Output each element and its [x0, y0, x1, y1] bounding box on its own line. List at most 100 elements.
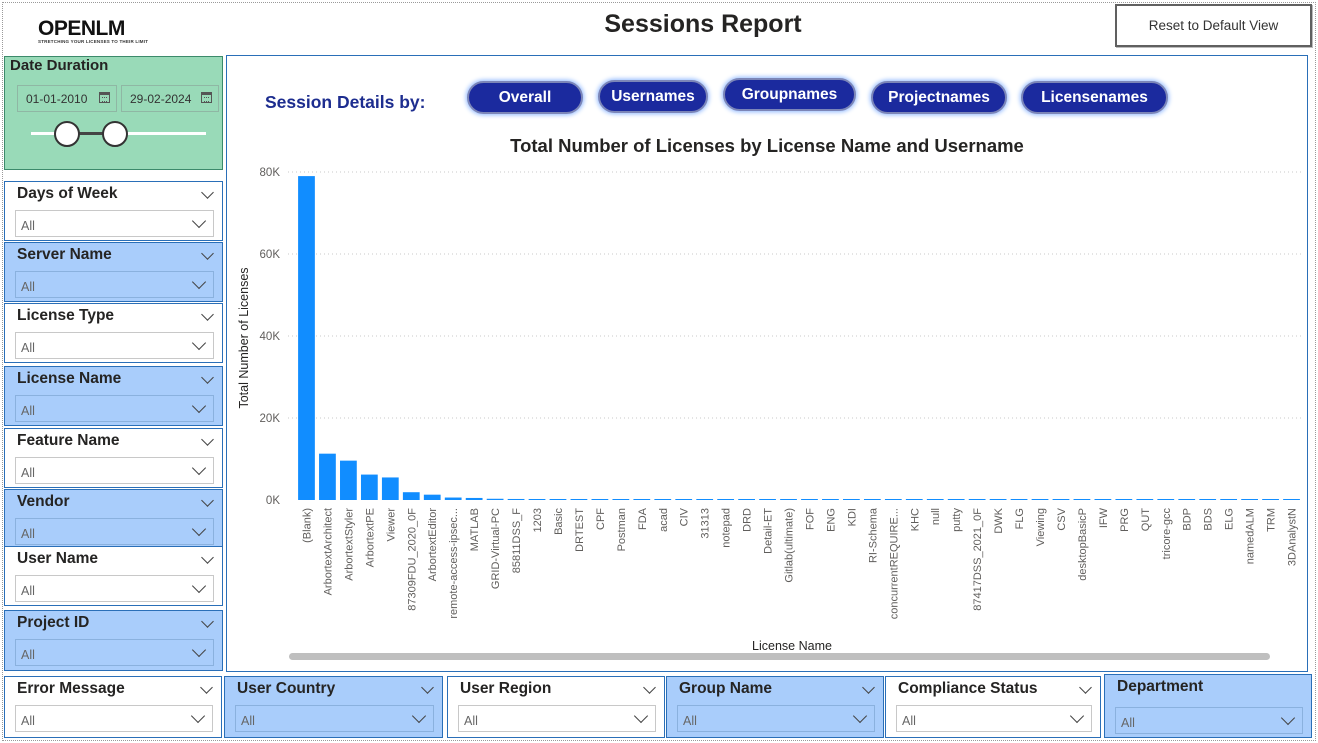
slicer-value: All: [21, 280, 35, 294]
x-tick-label: 87309FDU_2020_0F: [406, 508, 418, 611]
overall-button[interactable]: Overall: [467, 81, 583, 114]
chevron-down-icon[interactable]: [201, 308, 214, 321]
server-name-dropdown[interactable]: All: [15, 271, 214, 298]
x-axis-label: License Name: [752, 639, 832, 653]
date-slider-range: [67, 132, 115, 135]
chevron-down-icon[interactable]: [643, 681, 656, 694]
slicer-title: Group Name: [679, 680, 773, 697]
usernames-button[interactable]: Usernames: [598, 80, 708, 113]
licensenames-button[interactable]: Licensenames: [1021, 81, 1168, 114]
license-name-dropdown[interactable]: All: [15, 395, 214, 422]
x-tick-label: GRID-Virtual-PC: [490, 508, 502, 589]
vendor-slicer[interactable]: Vendor All: [4, 489, 223, 548]
x-tick-label: Detail-ET: [763, 508, 775, 554]
vendor-dropdown[interactable]: All: [15, 518, 214, 545]
start-date-input[interactable]: 01-01-2010: [17, 85, 117, 112]
license-name-slicer[interactable]: License Name All: [4, 366, 223, 426]
chevron-down-icon[interactable]: [190, 708, 206, 724]
feature-name-dropdown[interactable]: All: [15, 457, 214, 484]
feature-name-slicer[interactable]: Feature Name All: [4, 428, 223, 488]
chevron-down-icon[interactable]: [191, 398, 207, 414]
y-tick-label: 60K: [260, 249, 281, 261]
chevron-down-icon[interactable]: [201, 433, 214, 446]
x-tick-label: KHC: [909, 508, 921, 531]
x-tick-label: PRG: [1119, 508, 1131, 532]
chevron-down-icon[interactable]: [1079, 681, 1092, 694]
user-country-dropdown[interactable]: All: [235, 705, 434, 732]
department-dropdown[interactable]: All: [1115, 707, 1303, 734]
date-slider-end-handle[interactable]: [102, 121, 128, 147]
groupnames-button[interactable]: Groupnames: [723, 78, 856, 111]
x-tick-label: Gitlab(ultimate): [784, 508, 796, 583]
chevron-down-icon[interactable]: [201, 494, 214, 507]
projectnames-button[interactable]: Projectnames: [871, 81, 1007, 114]
chevron-down-icon[interactable]: [201, 186, 214, 199]
days-of-week-slicer[interactable]: Days of Week All: [4, 181, 223, 241]
bar: [1094, 499, 1112, 500]
bar: [801, 499, 818, 500]
user-name-slicer[interactable]: User Name All: [4, 546, 223, 606]
bar: [444, 497, 462, 500]
chevron-down-icon[interactable]: [200, 681, 213, 694]
chevron-down-icon[interactable]: [191, 213, 207, 229]
reset-default-view-button[interactable]: Reset to Default View: [1115, 4, 1312, 47]
bar: [926, 499, 944, 500]
x-tick-label: 1203: [532, 508, 544, 532]
server-name-slicer[interactable]: Server Name All: [4, 242, 223, 302]
x-tick-label: desktopBasicP: [1077, 508, 1089, 581]
bar: [989, 499, 1007, 500]
chevron-down-icon[interactable]: [201, 247, 214, 260]
user-name-dropdown[interactable]: All: [15, 575, 214, 602]
slicer-title: Project ID: [17, 614, 90, 631]
days-of-week-dropdown[interactable]: All: [15, 210, 214, 237]
project-id-dropdown[interactable]: All: [15, 639, 214, 666]
chevron-down-icon[interactable]: [191, 335, 207, 351]
chevron-down-icon[interactable]: [421, 681, 434, 694]
calendar-icon[interactable]: [99, 92, 110, 103]
x-tick-label: tricore-gcc: [1161, 508, 1173, 560]
x-tick-label: putty: [951, 508, 963, 532]
chevron-down-icon[interactable]: [191, 274, 207, 290]
group-name-slicer[interactable]: Group Name All: [666, 676, 884, 738]
bar: [822, 499, 839, 500]
slicer-value: All: [1121, 716, 1135, 730]
slicer-title: Error Message: [17, 680, 125, 697]
compliance-status-slicer[interactable]: Compliance Status All: [885, 676, 1101, 738]
date-slider-start-handle[interactable]: [54, 121, 80, 147]
license-type-dropdown[interactable]: All: [15, 332, 214, 359]
user-country-slicer[interactable]: User Country All: [224, 676, 443, 738]
chevron-down-icon[interactable]: [191, 460, 207, 476]
chevron-down-icon[interactable]: [633, 708, 649, 724]
bar: [1010, 499, 1028, 500]
error-message-slicer[interactable]: Error Message All: [4, 676, 222, 738]
chevron-down-icon[interactable]: [1069, 708, 1085, 724]
user-region-slicer[interactable]: User Region All: [447, 676, 665, 738]
error-message-dropdown[interactable]: All: [15, 705, 213, 732]
calendar-icon[interactable]: [201, 92, 212, 103]
bar: [1178, 499, 1196, 500]
chevron-down-icon[interactable]: [1280, 710, 1296, 726]
x-tick-label: ArbortextPE: [364, 508, 376, 567]
end-date-input[interactable]: 29-02-2024: [121, 85, 219, 112]
openlm-logo: OPENLM STRETCHING YOUR LICENSES TO THEIR…: [38, 18, 148, 48]
license-type-slicer[interactable]: License Type All: [4, 303, 223, 363]
chevron-down-icon[interactable]: [191, 642, 207, 658]
group-name-dropdown[interactable]: All: [677, 705, 875, 732]
project-id-slicer[interactable]: Project ID All: [4, 610, 223, 671]
user-region-dropdown[interactable]: All: [458, 705, 656, 732]
chevron-down-icon[interactable]: [191, 521, 207, 537]
chevron-down-icon[interactable]: [201, 615, 214, 628]
bar: [1220, 499, 1238, 500]
chart-horizontal-scrollbar[interactable]: [289, 653, 1270, 660]
bar: [884, 499, 902, 500]
x-tick-label: concurrentREQUIRE...: [888, 508, 900, 619]
chevron-down-icon[interactable]: [191, 578, 207, 594]
department-slicer[interactable]: Department All: [1104, 674, 1312, 738]
chevron-down-icon[interactable]: [862, 681, 875, 694]
chevron-down-icon[interactable]: [201, 551, 214, 564]
chevron-down-icon[interactable]: [411, 708, 427, 724]
compliance-status-dropdown[interactable]: All: [896, 705, 1092, 732]
bar: [1283, 499, 1300, 500]
chevron-down-icon[interactable]: [852, 708, 868, 724]
chevron-down-icon[interactable]: [201, 371, 214, 384]
